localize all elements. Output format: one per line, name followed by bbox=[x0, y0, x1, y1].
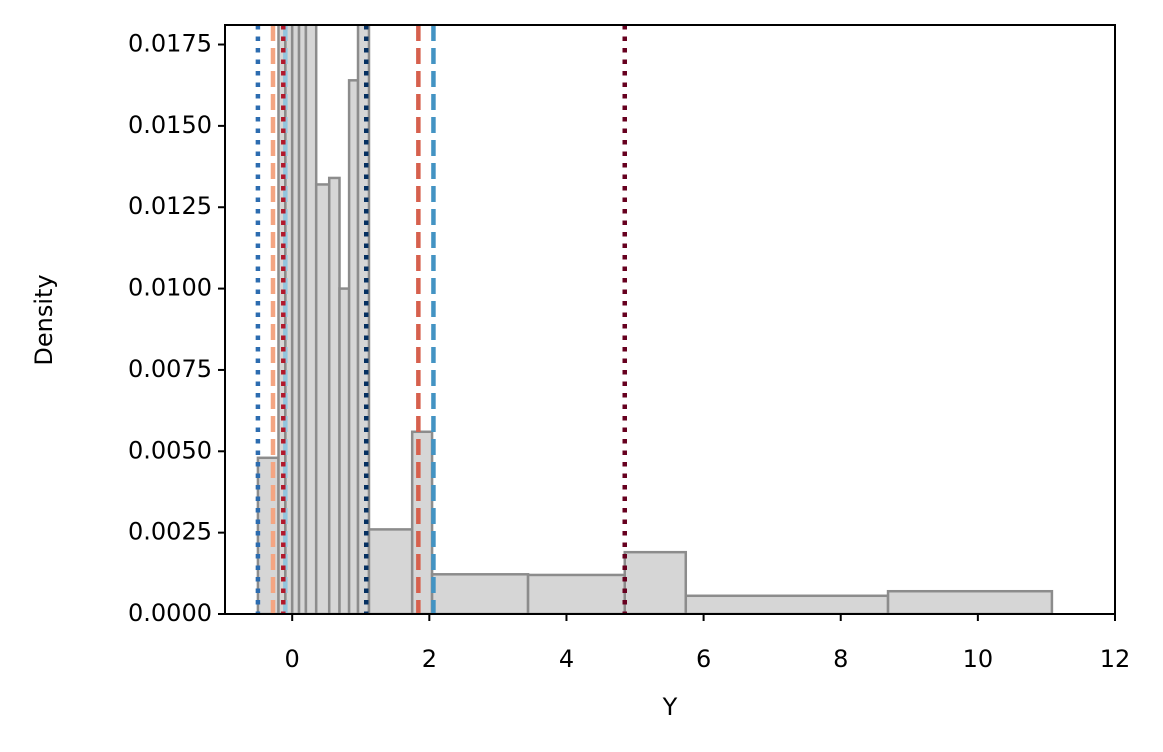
plot-area bbox=[255, 25, 1054, 614]
y-tick-label: 0.0100 bbox=[128, 274, 212, 302]
bar bbox=[886, 589, 1054, 614]
bar bbox=[526, 573, 626, 614]
bar bbox=[338, 287, 351, 614]
bar bbox=[290, 25, 301, 614]
y-tick-label: 0.0075 bbox=[128, 355, 212, 383]
axes-frame bbox=[224, 24, 1116, 615]
bar bbox=[256, 456, 280, 614]
bar bbox=[356, 25, 371, 614]
y-tick-label: 0.0025 bbox=[128, 518, 212, 546]
bar bbox=[410, 430, 434, 614]
bar bbox=[304, 25, 318, 614]
x-tick-label: 6 bbox=[696, 645, 711, 673]
x-axis-label: Y bbox=[662, 693, 678, 721]
bar bbox=[623, 550, 688, 614]
y-axis-label: Density bbox=[30, 274, 58, 365]
x-tick-label: 8 bbox=[833, 645, 848, 673]
bar bbox=[347, 79, 360, 614]
x-tick-label: 12 bbox=[1100, 645, 1131, 673]
y-tick-label: 0.0175 bbox=[128, 30, 212, 58]
y-tick-label: 0.0000 bbox=[128, 599, 212, 627]
y-tick-label: 0.0050 bbox=[128, 436, 212, 464]
x-tick-label: 0 bbox=[285, 645, 300, 673]
y-tick-label: 0.0150 bbox=[128, 111, 212, 139]
y-tick-label: 0.0125 bbox=[128, 192, 212, 220]
x-tick-label: 10 bbox=[963, 645, 994, 673]
bar bbox=[327, 176, 341, 614]
x-tick-label: 2 bbox=[422, 645, 437, 673]
bar bbox=[284, 25, 294, 614]
bar bbox=[684, 594, 890, 614]
bar bbox=[314, 183, 331, 614]
bar bbox=[430, 573, 530, 614]
x-tick-label: 4 bbox=[559, 645, 574, 673]
bar bbox=[367, 528, 414, 614]
